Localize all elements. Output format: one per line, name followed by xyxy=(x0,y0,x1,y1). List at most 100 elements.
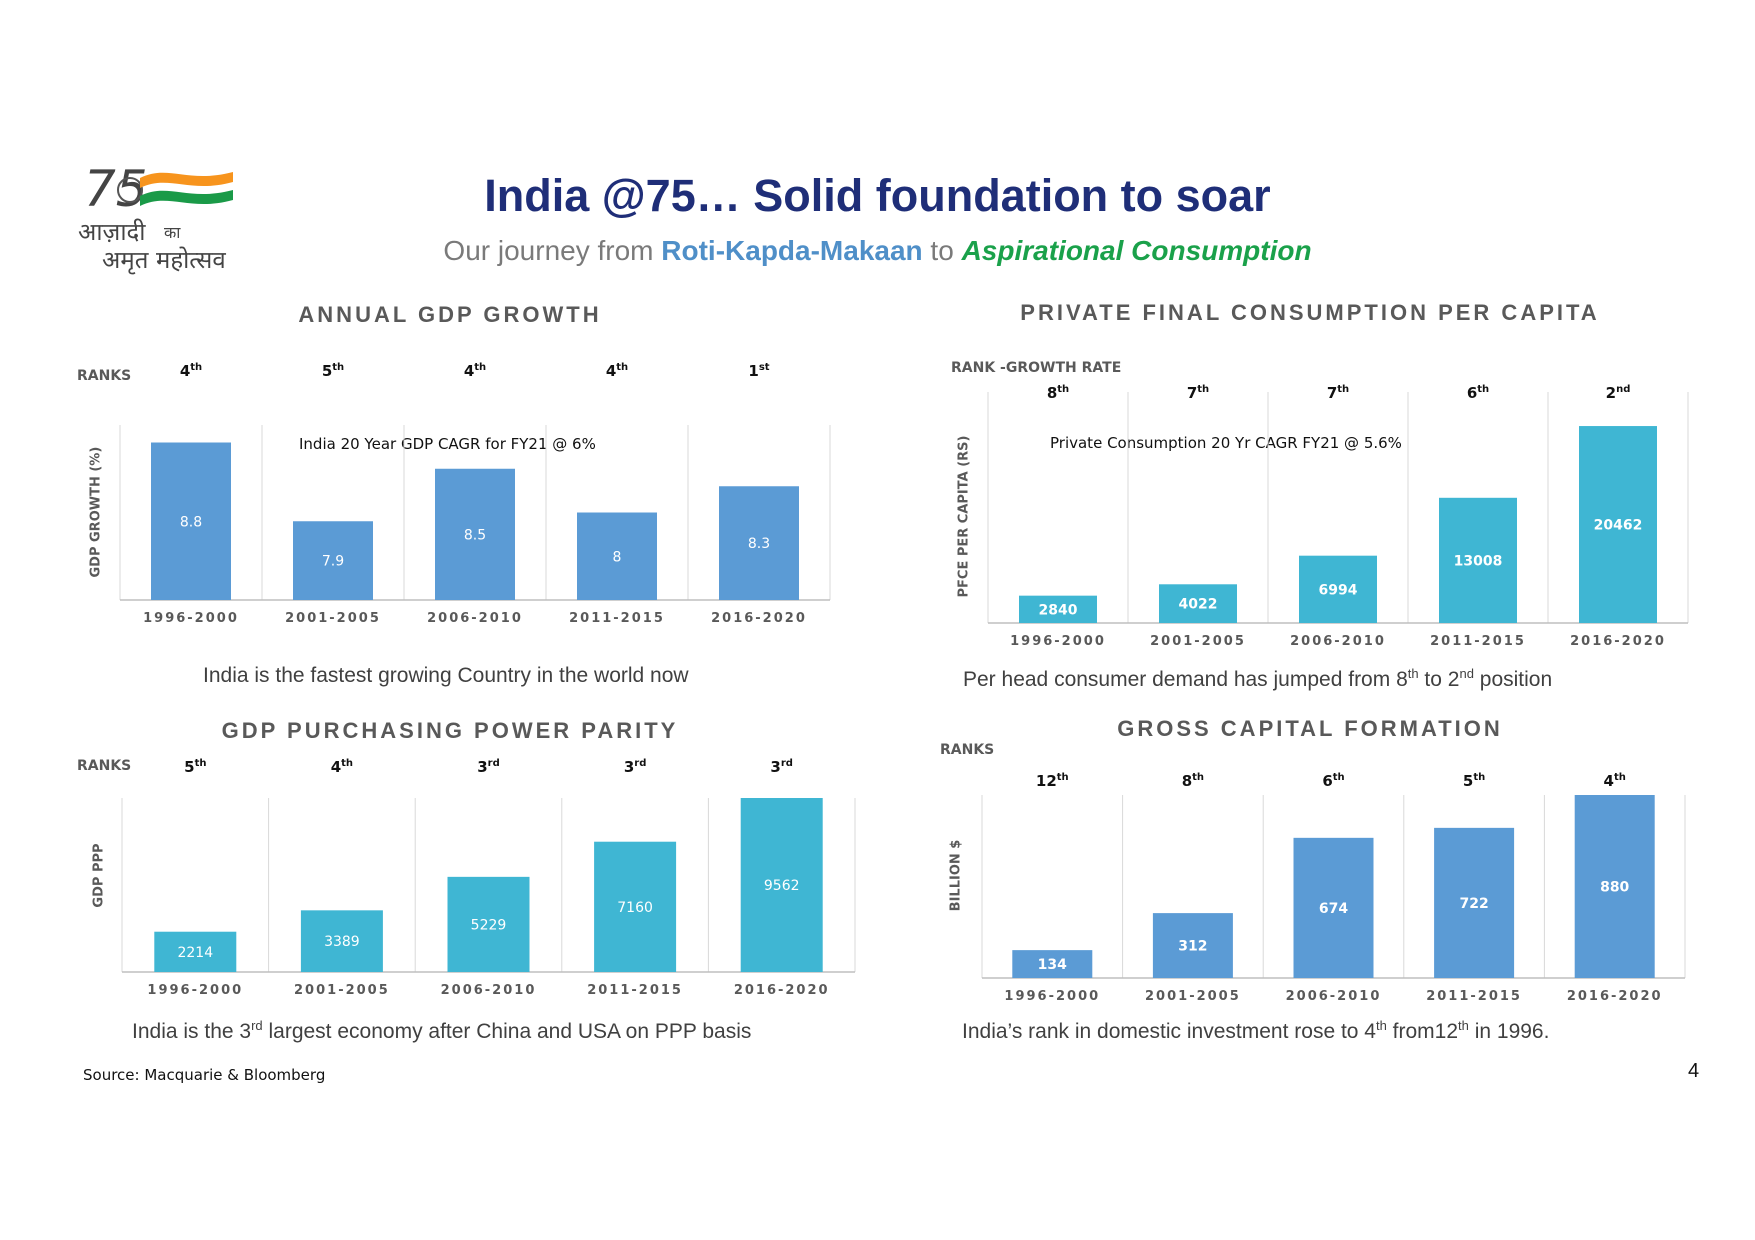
x-tick-label: 1996-2000 xyxy=(147,983,243,998)
rank-header-gdp-growth: RANKS xyxy=(77,368,132,384)
x-tick-label: 2016-2020 xyxy=(711,611,807,626)
caption-gcf-text-2: from12 xyxy=(1386,1020,1459,1043)
data-label: 312 xyxy=(1178,939,1207,955)
x-tick-label: 2006-2010 xyxy=(441,983,537,998)
bar-2006-2010 xyxy=(447,876,530,972)
rank-label: 4th xyxy=(1604,772,1626,790)
caption-pfce-text-1: Per head consumer demand has jumped from… xyxy=(963,668,1408,691)
subtitle-highlight-aspirational: Aspirational Consumption xyxy=(961,235,1312,266)
rank-label: 4th xyxy=(331,758,353,776)
plot-area: 134 1996-2000 12th 312 2001-2005 8th 674 2006-2… xyxy=(981,772,1686,1004)
data-label: 134 xyxy=(1038,957,1067,973)
data-label: 5229 xyxy=(471,917,507,933)
x-tick-label: 2006-2010 xyxy=(1286,989,1382,1004)
bar-1996-2000 xyxy=(151,442,231,600)
rank-label: 4th xyxy=(464,362,486,380)
caption-gcf-sup-2: th xyxy=(1458,1018,1469,1033)
x-tick-label: 2006-2010 xyxy=(427,611,523,626)
x-tick-label: 2001-2005 xyxy=(285,611,381,626)
x-tick-label: 2016-2020 xyxy=(1567,989,1663,1004)
x-tick-label: 2006-2010 xyxy=(1290,634,1386,649)
bar-1996-2000 xyxy=(1012,950,1093,978)
x-tick-label: 2016-2020 xyxy=(734,983,830,998)
plot-area: 2840 1996-2000 8th 4022 2001-2005 7th 6994 2006… xyxy=(987,384,1689,649)
caption-pfce-text-3: position xyxy=(1473,668,1553,691)
caption-pfce-sup-1: th xyxy=(1407,666,1419,681)
data-label: 8.8 xyxy=(180,514,202,530)
data-label: 6994 xyxy=(1319,582,1358,598)
logo-text-line1: आज़ादी xyxy=(78,218,146,246)
bar-2016-2020 xyxy=(740,798,823,972)
rank-label: 5th xyxy=(322,362,344,380)
data-label: 674 xyxy=(1319,901,1348,917)
bar-2006-2010 xyxy=(435,468,515,600)
annotation-gdp-cagr: India 20 Year GDP CAGR for FY21 @ 6% xyxy=(299,435,596,453)
rank-header-gcf: RANKS xyxy=(940,742,995,758)
data-label: 4022 xyxy=(1179,597,1218,613)
data-label: 7160 xyxy=(617,900,653,916)
data-label: 7.9 xyxy=(322,554,344,570)
data-label: 8.5 xyxy=(464,527,486,543)
rank-header-gdp-ppp: RANKS xyxy=(77,758,132,774)
logo-text-line2: अमृत महोत्सव xyxy=(102,246,226,275)
rank-label: 1st xyxy=(748,362,769,380)
bar-2006-2010 xyxy=(1293,837,1374,978)
data-label: 722 xyxy=(1459,896,1488,912)
x-tick-label: 1996-2000 xyxy=(1010,634,1106,649)
flag-saffron-stripe xyxy=(140,172,233,188)
x-tick-label: 2001-2005 xyxy=(1145,989,1241,1004)
rank-label: 4th xyxy=(606,362,628,380)
caption-gcf: India’s rank in domestic investment rose… xyxy=(962,1018,1549,1044)
data-label: 13008 xyxy=(1454,553,1503,569)
rank-label: 3rd xyxy=(770,758,793,776)
x-tick-label: 2016-2020 xyxy=(1570,634,1666,649)
rank-label: 5th xyxy=(1463,772,1485,790)
flag-green-stripe xyxy=(140,190,233,206)
x-tick-label: 2011-2015 xyxy=(587,983,683,998)
page-number: 4 xyxy=(1688,1060,1700,1082)
data-label: 2840 xyxy=(1039,602,1078,618)
bar-2001-2005 xyxy=(1159,584,1237,623)
rank-label: 7th xyxy=(1187,384,1209,402)
caption-gdp-growth: India is the fastest growing Country in … xyxy=(203,664,689,687)
bar-2006-2010 xyxy=(1299,555,1377,623)
subtitle-prefix: Our journey from xyxy=(443,235,662,266)
x-tick-label: 1996-2000 xyxy=(1004,989,1100,1004)
annotation-pfce-cagr: Private Consumption 20 Yr CAGR FY21 @ 5.… xyxy=(1050,434,1402,452)
caption-ppp-text-2: largest economy after China and USA on P… xyxy=(262,1020,752,1043)
rank-label: 2nd xyxy=(1606,384,1631,402)
bar-2011-2015 xyxy=(577,512,657,600)
rank-label: 6th xyxy=(1322,772,1344,790)
data-label: 880 xyxy=(1600,880,1629,896)
chart-title-gdp-ppp: GDP PURCHASING POWER PARITY xyxy=(221,718,679,743)
rank-label: 8th xyxy=(1047,384,1069,402)
data-label: 8 xyxy=(613,549,622,565)
x-tick-label: 2011-2015 xyxy=(569,611,665,626)
caption-ppp-sup-1: rd xyxy=(251,1018,263,1033)
data-label: 9562 xyxy=(764,878,800,894)
chart-title-pfce: PRIVATE FINAL CONSUMPTION PER CAPITA xyxy=(1020,300,1600,325)
chart-title-gdp-growth: ANNUAL GDP GROWTH xyxy=(298,302,602,327)
data-label: 8.3 xyxy=(748,536,770,552)
source-note: Source: Macquarie & Bloomberg xyxy=(83,1066,326,1084)
page-subtitle: Our journey from Roti-Kapda-Makaan to As… xyxy=(0,235,1755,267)
chart-title-gcf: GROSS CAPITAL FORMATION xyxy=(1117,716,1503,741)
caption-pfce-sup-2: nd xyxy=(1459,666,1474,681)
x-tick-label: 2011-2015 xyxy=(1426,989,1522,1004)
data-label: 3389 xyxy=(324,934,360,950)
logo-number: 75 xyxy=(84,160,148,218)
rank-label: 8th xyxy=(1182,772,1204,790)
bar-2016-2020 xyxy=(1574,795,1655,978)
rank-label: 3rd xyxy=(624,758,647,776)
plot-area: 2214 1996-2000 5th 3389 2001-2005 4th 5229 2006… xyxy=(121,758,856,998)
subtitle-mid: to xyxy=(922,235,962,266)
bar-2001-2005 xyxy=(293,521,373,600)
caption-gcf-text-3: in 1996. xyxy=(1468,1020,1550,1043)
page-title: India @75… Solid foundation to soar xyxy=(484,170,1271,221)
rank-label: 12th xyxy=(1036,772,1069,790)
data-label: 20462 xyxy=(1594,518,1643,534)
rank-label: 4th xyxy=(180,362,202,380)
